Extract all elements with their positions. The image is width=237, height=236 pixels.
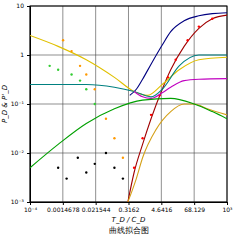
y-tick-label: 10 — [16, 2, 24, 9]
x-tick-label: 10⁻⁴ — [24, 206, 38, 213]
x-tick-mark — [194, 202, 195, 205]
line-series — [30, 98, 227, 167]
y-tick: 10⁻² — [11, 149, 30, 156]
y-axis-title: P_D & P'_D — [1, 84, 9, 123]
point — [174, 59, 176, 61]
y-tick-mark — [27, 153, 30, 154]
point — [85, 88, 87, 90]
y-tick-label: 10⁻¹ — [11, 100, 25, 107]
y-tick-label: 10⁻³ — [11, 198, 25, 205]
point — [70, 50, 72, 52]
point — [122, 157, 124, 159]
point — [198, 25, 200, 27]
x-tick: 0.0014678 — [47, 202, 80, 213]
point — [57, 69, 59, 71]
point — [94, 163, 96, 165]
line-series — [30, 55, 227, 97]
y-tick: 1 — [20, 51, 30, 58]
line-series — [128, 15, 227, 202]
point — [186, 39, 188, 41]
plot-area — [30, 13, 227, 202]
y-tick-label: 10⁻² — [11, 149, 25, 156]
x-tick: 10³ — [222, 202, 233, 213]
point — [79, 65, 81, 67]
y-tick-mark — [27, 104, 30, 105]
line-series — [30, 36, 227, 96]
x-tick-label: 4.6416 — [151, 206, 172, 213]
scatter-series — [57, 152, 124, 180]
point — [211, 18, 213, 20]
point — [85, 171, 87, 173]
y-tick: 10 — [16, 2, 30, 9]
line-series — [134, 79, 227, 99]
y-tick-label: 1 — [20, 51, 24, 58]
x-tick-label: 0.021544 — [82, 206, 111, 213]
x-tick: 0.3162 — [118, 202, 139, 213]
y-tick: 10⁻¹ — [11, 100, 30, 107]
x-tick-mark — [227, 202, 228, 205]
point — [48, 65, 50, 67]
scatter-series — [48, 65, 95, 106]
point — [133, 167, 135, 169]
point — [77, 157, 79, 159]
point — [94, 88, 96, 90]
line-series — [128, 104, 227, 202]
x-tick-label: 0.3162 — [118, 206, 139, 213]
x-tick-label: 68.129 — [184, 206, 205, 213]
point — [105, 118, 107, 120]
grid — [30, 6, 227, 202]
x-tick-mark — [128, 202, 129, 205]
point — [65, 177, 67, 179]
x-tick-mark — [161, 202, 162, 205]
grid-line-y — [30, 153, 227, 154]
x-tick-label: 0.0014678 — [47, 206, 80, 213]
x-tick: 68.129 — [184, 202, 205, 213]
x-tick: 0.021544 — [82, 202, 111, 213]
y-axis-line — [27, 7, 31, 203]
point — [113, 137, 115, 139]
plot-frame — [30, 6, 227, 202]
y-tick: 10⁻³ — [11, 198, 30, 205]
chart: 10⁻⁴ 0.00146780.021544 0.3162 4.6416 68.129 1… — [0, 0, 237, 236]
x-tick-mark — [96, 202, 97, 205]
y-tick-mark — [27, 202, 30, 203]
x-axis-title: T_D / C_D — [112, 216, 146, 224]
x-tick-label: 10³ — [222, 206, 233, 213]
point — [94, 103, 96, 105]
x-axis-line — [31, 203, 228, 206]
point — [85, 73, 87, 75]
x-axis: 10⁻⁴ 0.00146780.021544 0.3162 4.6416 68.129 1… — [24, 202, 233, 213]
y-tick-mark — [27, 55, 30, 56]
y-axis: 10⁻³ 10⁻² 10⁻¹ 1 10 — [11, 2, 31, 205]
x-tick: 4.6416 — [151, 202, 172, 213]
point — [113, 167, 115, 169]
point — [57, 167, 59, 169]
point — [105, 152, 107, 154]
y-tick-mark — [27, 6, 30, 7]
x-tick-mark — [63, 202, 64, 205]
x-tick: 10⁻⁴ — [24, 202, 38, 213]
point — [141, 137, 143, 139]
scatter-series — [62, 39, 124, 159]
point — [122, 177, 124, 179]
point — [62, 39, 64, 41]
point — [150, 114, 152, 116]
scatter-series — [133, 18, 214, 169]
point — [79, 79, 81, 81]
point — [70, 73, 72, 75]
chart-title: 曲线拟合图 — [109, 226, 149, 235]
